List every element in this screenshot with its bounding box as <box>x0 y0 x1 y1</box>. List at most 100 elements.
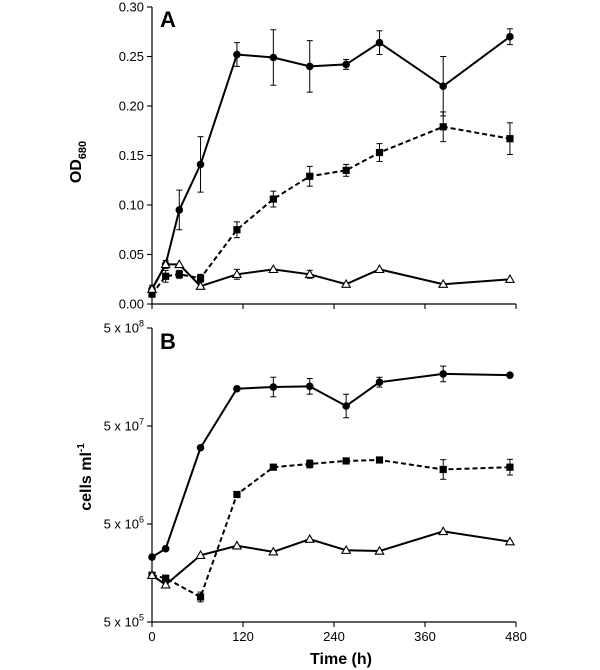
circles-point <box>342 60 350 69</box>
triangles-point <box>340 278 352 288</box>
y-tick-label: 5 x 108 <box>104 319 144 336</box>
series-squares <box>148 111 514 298</box>
y-tick-label: 5 x 106 <box>104 515 144 532</box>
series-squares-line <box>151 125 511 295</box>
y-tick-label: 0.10 <box>119 198 144 213</box>
series-triangles-line <box>151 263 511 290</box>
y-tick-label: 0.05 <box>119 247 144 262</box>
series-triangles <box>146 526 516 589</box>
panel-b-series <box>146 365 516 603</box>
circles-point <box>439 82 448 90</box>
series-circles <box>148 28 514 294</box>
squares-point <box>148 290 156 298</box>
triangles-point <box>374 545 385 555</box>
panel-a: 0.00 0.05 0.10 0.15 0.20 0.25 0.30 A OD680 <box>68 0 517 312</box>
squares-point <box>269 195 277 203</box>
y-tick-label: 0.30 <box>119 0 144 15</box>
triangles-point <box>504 536 516 546</box>
circles-point <box>305 382 314 391</box>
circles-point <box>305 62 314 71</box>
squares-point <box>175 270 183 278</box>
panel-a-series <box>146 28 516 298</box>
triangles-point <box>504 273 516 283</box>
squares-point <box>439 465 447 474</box>
panel-a-ticks: 0.00 0.05 0.10 0.15 0.20 0.25 0.30 <box>119 0 517 312</box>
squares-point <box>196 593 205 601</box>
circles-point <box>269 383 278 391</box>
triangles-point <box>160 579 171 589</box>
triangles-point <box>146 569 158 579</box>
squares-point <box>375 148 384 157</box>
circles-point <box>196 443 205 452</box>
panel-b-letter: B <box>160 329 176 354</box>
triangles-point <box>195 280 206 290</box>
squares-point <box>342 166 350 174</box>
x-tick-label: 120 <box>232 629 254 644</box>
y-tick-label: 0.00 <box>119 297 144 312</box>
series-triangles-line <box>151 530 511 586</box>
circles-point <box>506 371 514 379</box>
triangles-point <box>374 264 385 274</box>
panel-b-x-label: Time (h) <box>310 651 372 668</box>
circles-point <box>269 53 278 62</box>
squares-point <box>196 274 205 282</box>
squares-point <box>506 463 514 471</box>
series-circles <box>148 365 514 561</box>
triangles-point <box>231 268 243 279</box>
circles-point <box>342 402 350 410</box>
squares-point <box>306 172 314 180</box>
triangles-point <box>438 278 449 288</box>
panel-b-ticks: 5 x 105 5 x 106 5 x 107 5 x 108 0 120 240 360 48… <box>104 319 527 645</box>
squares-point <box>439 123 447 131</box>
y-tick-label: 0.15 <box>119 148 144 163</box>
triangles-point <box>174 259 185 269</box>
squares-point <box>233 226 241 234</box>
x-tick-label: 480 <box>505 629 527 644</box>
squares-point <box>162 272 170 280</box>
triangles-point <box>146 283 158 293</box>
y-tick-label: 0.25 <box>119 49 144 64</box>
panel-b: 5 x 105 5 x 106 5 x 107 5 x 108 0 120 240 360 48… <box>76 319 527 669</box>
squares-point <box>162 574 170 582</box>
circles-point <box>196 160 205 169</box>
squares-point <box>342 457 350 465</box>
triangles-point <box>340 544 352 554</box>
y-tick-label: 0.20 <box>119 99 144 114</box>
triangles-point <box>304 268 315 279</box>
circles-point <box>233 384 241 393</box>
triangles-point <box>160 259 171 269</box>
circles-point <box>148 553 156 561</box>
circles-point <box>161 544 170 553</box>
circles-point <box>506 32 514 41</box>
x-tick-label: 240 <box>323 629 345 644</box>
y-tick-label: 5 x 107 <box>104 417 144 434</box>
triangles-point <box>304 533 315 543</box>
squares-point <box>233 490 241 499</box>
panel-a-letter: A <box>160 7 176 32</box>
triangles-point <box>231 540 243 550</box>
squares-point <box>506 135 514 143</box>
series-circles-line <box>151 372 510 558</box>
y-tick-label: 5 x 105 <box>104 613 144 630</box>
series-squares <box>148 456 514 603</box>
triangles-point <box>195 549 206 559</box>
squares-point <box>269 463 277 471</box>
squares-point <box>375 456 384 464</box>
circles-point <box>233 50 241 59</box>
series-triangles <box>146 259 516 293</box>
squares-point <box>306 460 314 468</box>
circles-point <box>375 378 384 386</box>
triangles-point <box>268 264 279 274</box>
x-tick-label: 360 <box>414 629 436 644</box>
panel-a-y-label: OD680 <box>68 141 89 183</box>
triangles-point <box>268 546 279 556</box>
series-squares-line <box>151 458 510 599</box>
panel-b-y-label: cells ml-1 <box>76 443 95 511</box>
x-tick-label: 0 <box>148 629 155 644</box>
triangles-point <box>438 526 449 536</box>
circles-point <box>175 206 184 214</box>
circles-point <box>375 38 384 47</box>
circles-point <box>439 370 448 378</box>
series-circles-line <box>151 35 511 290</box>
